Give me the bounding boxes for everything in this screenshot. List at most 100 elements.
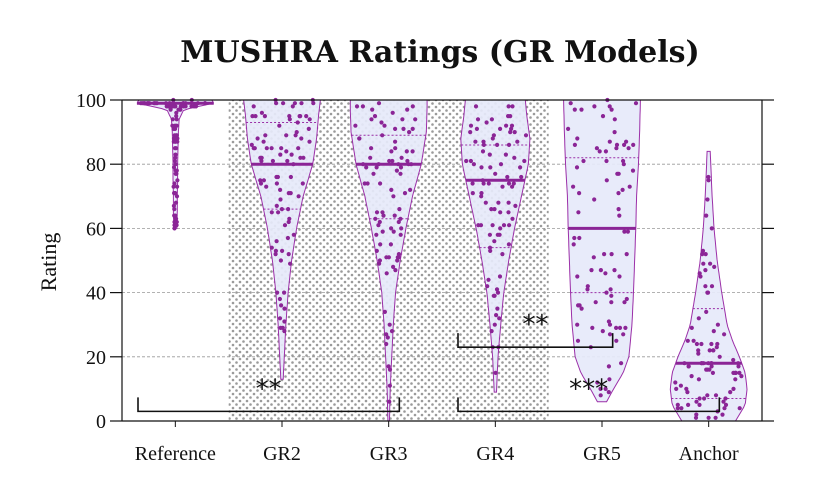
data-point bbox=[279, 146, 284, 151]
data-point bbox=[164, 104, 169, 109]
data-point bbox=[704, 213, 709, 218]
data-point bbox=[579, 107, 584, 112]
data-point bbox=[685, 338, 690, 343]
data-point bbox=[473, 104, 479, 109]
data-point bbox=[703, 284, 708, 289]
data-point bbox=[172, 226, 177, 231]
data-point bbox=[480, 149, 486, 154]
data-point bbox=[624, 296, 629, 302]
data-point bbox=[394, 168, 399, 173]
data-point bbox=[405, 107, 410, 112]
data-point bbox=[713, 393, 719, 398]
data-point bbox=[299, 101, 304, 106]
data-point bbox=[576, 303, 581, 308]
data-point bbox=[508, 130, 513, 135]
data-point bbox=[678, 383, 684, 388]
data-point bbox=[391, 194, 396, 199]
data-point bbox=[700, 248, 706, 253]
data-point bbox=[172, 219, 177, 225]
data-point bbox=[704, 367, 709, 372]
data-point bbox=[506, 114, 511, 119]
violin-reference bbox=[136, 97, 214, 231]
data-point bbox=[509, 184, 515, 189]
data-point bbox=[703, 268, 708, 273]
data-point bbox=[607, 332, 613, 337]
data-point bbox=[468, 158, 473, 164]
data-point bbox=[510, 104, 515, 109]
data-point bbox=[398, 165, 404, 170]
data-point bbox=[603, 149, 609, 154]
data-point bbox=[706, 178, 711, 183]
data-point bbox=[604, 158, 609, 164]
data-point bbox=[175, 184, 180, 189]
data-point bbox=[700, 252, 705, 257]
x-tick-label: GR2 bbox=[263, 443, 301, 465]
data-point bbox=[728, 390, 733, 395]
data-point bbox=[376, 101, 382, 106]
data-point bbox=[506, 200, 511, 205]
data-point bbox=[473, 139, 478, 144]
data-point bbox=[384, 271, 389, 276]
data-point bbox=[703, 252, 708, 257]
data-point bbox=[519, 174, 524, 180]
data-point bbox=[264, 146, 269, 151]
data-point bbox=[389, 187, 394, 192]
data-point bbox=[300, 181, 305, 186]
data-point bbox=[374, 210, 380, 215]
data-point bbox=[723, 402, 729, 407]
data-point bbox=[576, 210, 581, 215]
data-point bbox=[614, 142, 620, 147]
data-point bbox=[612, 117, 617, 122]
data-point bbox=[706, 174, 711, 180]
data-point bbox=[623, 325, 628, 330]
data-point bbox=[696, 377, 702, 382]
data-point bbox=[396, 219, 401, 225]
data-point bbox=[281, 101, 286, 106]
data-point bbox=[174, 216, 179, 221]
data-point bbox=[374, 248, 379, 253]
data-point bbox=[675, 406, 680, 411]
data-point bbox=[715, 322, 721, 327]
data-point bbox=[691, 338, 696, 343]
data-point bbox=[193, 104, 199, 109]
data-point bbox=[617, 274, 622, 279]
data-point bbox=[571, 184, 576, 189]
data-point bbox=[277, 316, 283, 321]
data-point bbox=[607, 377, 612, 382]
data-point bbox=[490, 136, 495, 141]
data-point bbox=[400, 117, 405, 122]
data-point bbox=[284, 149, 289, 154]
data-point bbox=[483, 200, 488, 205]
data-point bbox=[292, 101, 297, 106]
data-point bbox=[173, 126, 178, 131]
data-point bbox=[713, 415, 718, 420]
data-point bbox=[384, 341, 389, 347]
data-point bbox=[374, 232, 379, 237]
data-point bbox=[518, 165, 523, 170]
data-point bbox=[401, 126, 406, 131]
data-point bbox=[523, 133, 529, 138]
data-point bbox=[577, 191, 582, 196]
data-point bbox=[276, 210, 281, 215]
data-point bbox=[173, 223, 178, 228]
bracket-line bbox=[457, 397, 721, 413]
data-point bbox=[495, 290, 501, 295]
violin-gr3 bbox=[349, 99, 428, 422]
data-point bbox=[694, 399, 699, 404]
data-point bbox=[491, 293, 496, 298]
data-point bbox=[731, 386, 736, 391]
data-point bbox=[627, 184, 632, 189]
data-point bbox=[592, 104, 597, 109]
data-point bbox=[295, 120, 300, 125]
data-point bbox=[399, 155, 404, 160]
data-point bbox=[380, 133, 385, 138]
y-tick-label: 0 bbox=[96, 411, 106, 433]
data-point bbox=[506, 104, 511, 109]
data-point bbox=[709, 226, 714, 231]
data-point bbox=[679, 406, 684, 411]
x-tick-label: Reference bbox=[135, 443, 216, 465]
data-point bbox=[609, 293, 614, 298]
data-point bbox=[278, 258, 283, 263]
data-point bbox=[492, 207, 497, 212]
data-point bbox=[487, 232, 492, 237]
